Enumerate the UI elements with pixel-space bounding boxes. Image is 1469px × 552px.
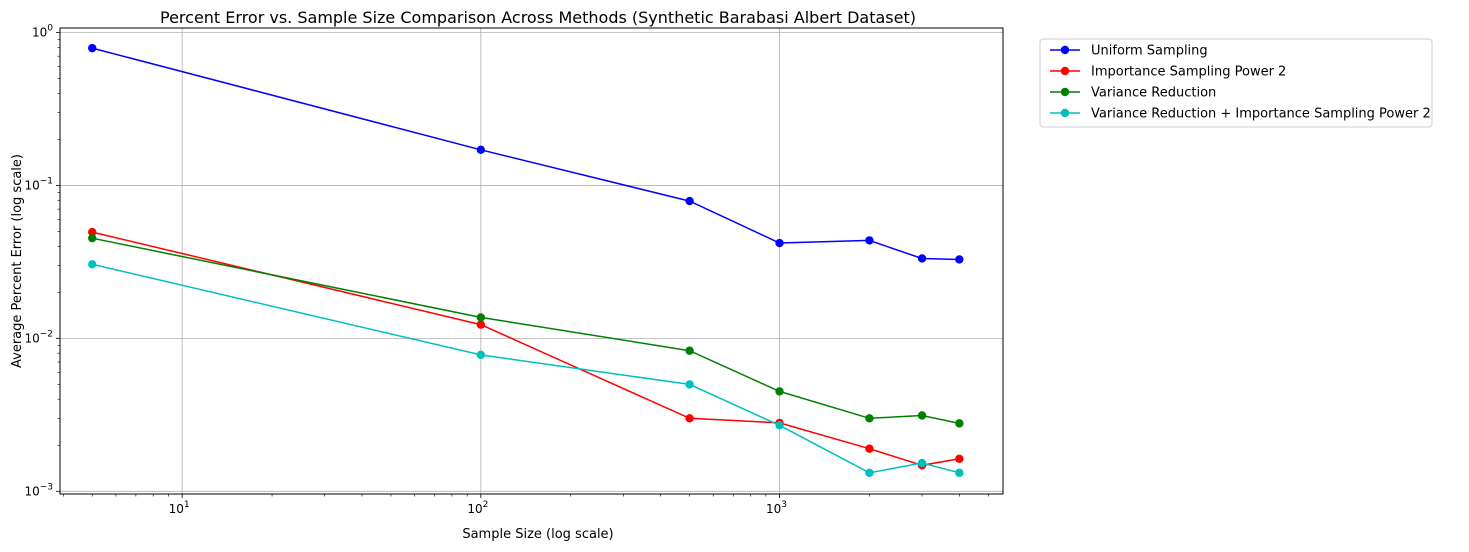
data-point	[775, 421, 784, 430]
legend-label: Variance Reduction + Importance Sampling…	[1091, 107, 1431, 122]
y-tick-base: 10	[24, 178, 39, 192]
data-point	[685, 196, 694, 206]
x-tick-label: 101	[169, 500, 190, 516]
x-tick-exponent: 2	[483, 500, 489, 510]
legend-marker	[1060, 87, 1070, 97]
data-point	[917, 411, 927, 420]
data-point	[476, 145, 486, 154]
grid	[60, 28, 1003, 494]
y-tick-exponent: −2	[40, 329, 53, 339]
data-point	[865, 414, 874, 423]
data-point	[685, 346, 694, 355]
legend-label: Variance Reduction	[1091, 86, 1216, 101]
y-tick-base: 10	[24, 484, 39, 498]
data-point	[476, 313, 486, 322]
data-point	[865, 444, 874, 453]
y-axis-label: Average Percent Error (log scale)	[10, 154, 25, 368]
data-point	[88, 233, 97, 243]
plot-frame	[59, 27, 1004, 495]
y-tick-label: 100	[32, 23, 53, 39]
series-3	[88, 233, 964, 428]
y-tick-label: 10−3	[24, 482, 53, 498]
data-point	[917, 458, 927, 468]
data-point	[917, 254, 927, 263]
x-tick-base: 10	[766, 502, 781, 516]
data-point	[865, 468, 874, 478]
legend-marker	[1060, 66, 1070, 76]
data-point	[88, 260, 97, 269]
x-tick-label: 102	[467, 500, 488, 516]
data-point	[775, 238, 784, 248]
y-tick-label: 10−2	[24, 329, 53, 345]
series-group	[88, 43, 964, 478]
legend-marker	[1060, 45, 1070, 55]
data-point	[476, 320, 486, 329]
data-point	[685, 380, 694, 389]
legend-frame	[1039, 38, 1433, 128]
x-tick-exponent: 1	[184, 500, 190, 510]
y-tick-base: 10	[24, 331, 39, 345]
plot-area	[60, 28, 1003, 494]
data-point	[955, 468, 964, 478]
legend-label: Uniform Sampling	[1091, 44, 1208, 59]
data-point	[88, 43, 97, 53]
y-tick-exponent: 0	[47, 23, 53, 33]
data-point	[88, 227, 97, 237]
x-tick-base: 10	[467, 502, 482, 516]
data-point	[685, 414, 694, 423]
x-tick-exponent: 3	[781, 500, 787, 510]
data-point	[955, 419, 964, 428]
x-tick-label: 103	[766, 500, 787, 516]
x-tick-base: 10	[169, 502, 184, 516]
y-tick-label: 10−1	[24, 176, 53, 192]
data-point	[476, 350, 486, 360]
legend: Uniform Sampling Importance Sampling Powe…	[1039, 38, 1433, 128]
legend-label: Importance Sampling Power 2	[1091, 65, 1286, 80]
chart-title: Percent Error vs. Sample Size Comparison…	[160, 8, 916, 27]
data-point	[955, 255, 964, 264]
legend-marker	[1060, 108, 1070, 118]
data-point	[955, 454, 964, 464]
y-tick-exponent: −1	[40, 176, 53, 186]
series-1	[88, 43, 964, 264]
y-tick-base: 10	[32, 25, 47, 39]
x-axis-label: Sample Size (log scale)	[462, 527, 613, 542]
y-tick-exponent: −3	[40, 482, 53, 492]
data-point	[865, 236, 874, 245]
series-4	[88, 260, 964, 478]
data-point	[775, 387, 784, 396]
